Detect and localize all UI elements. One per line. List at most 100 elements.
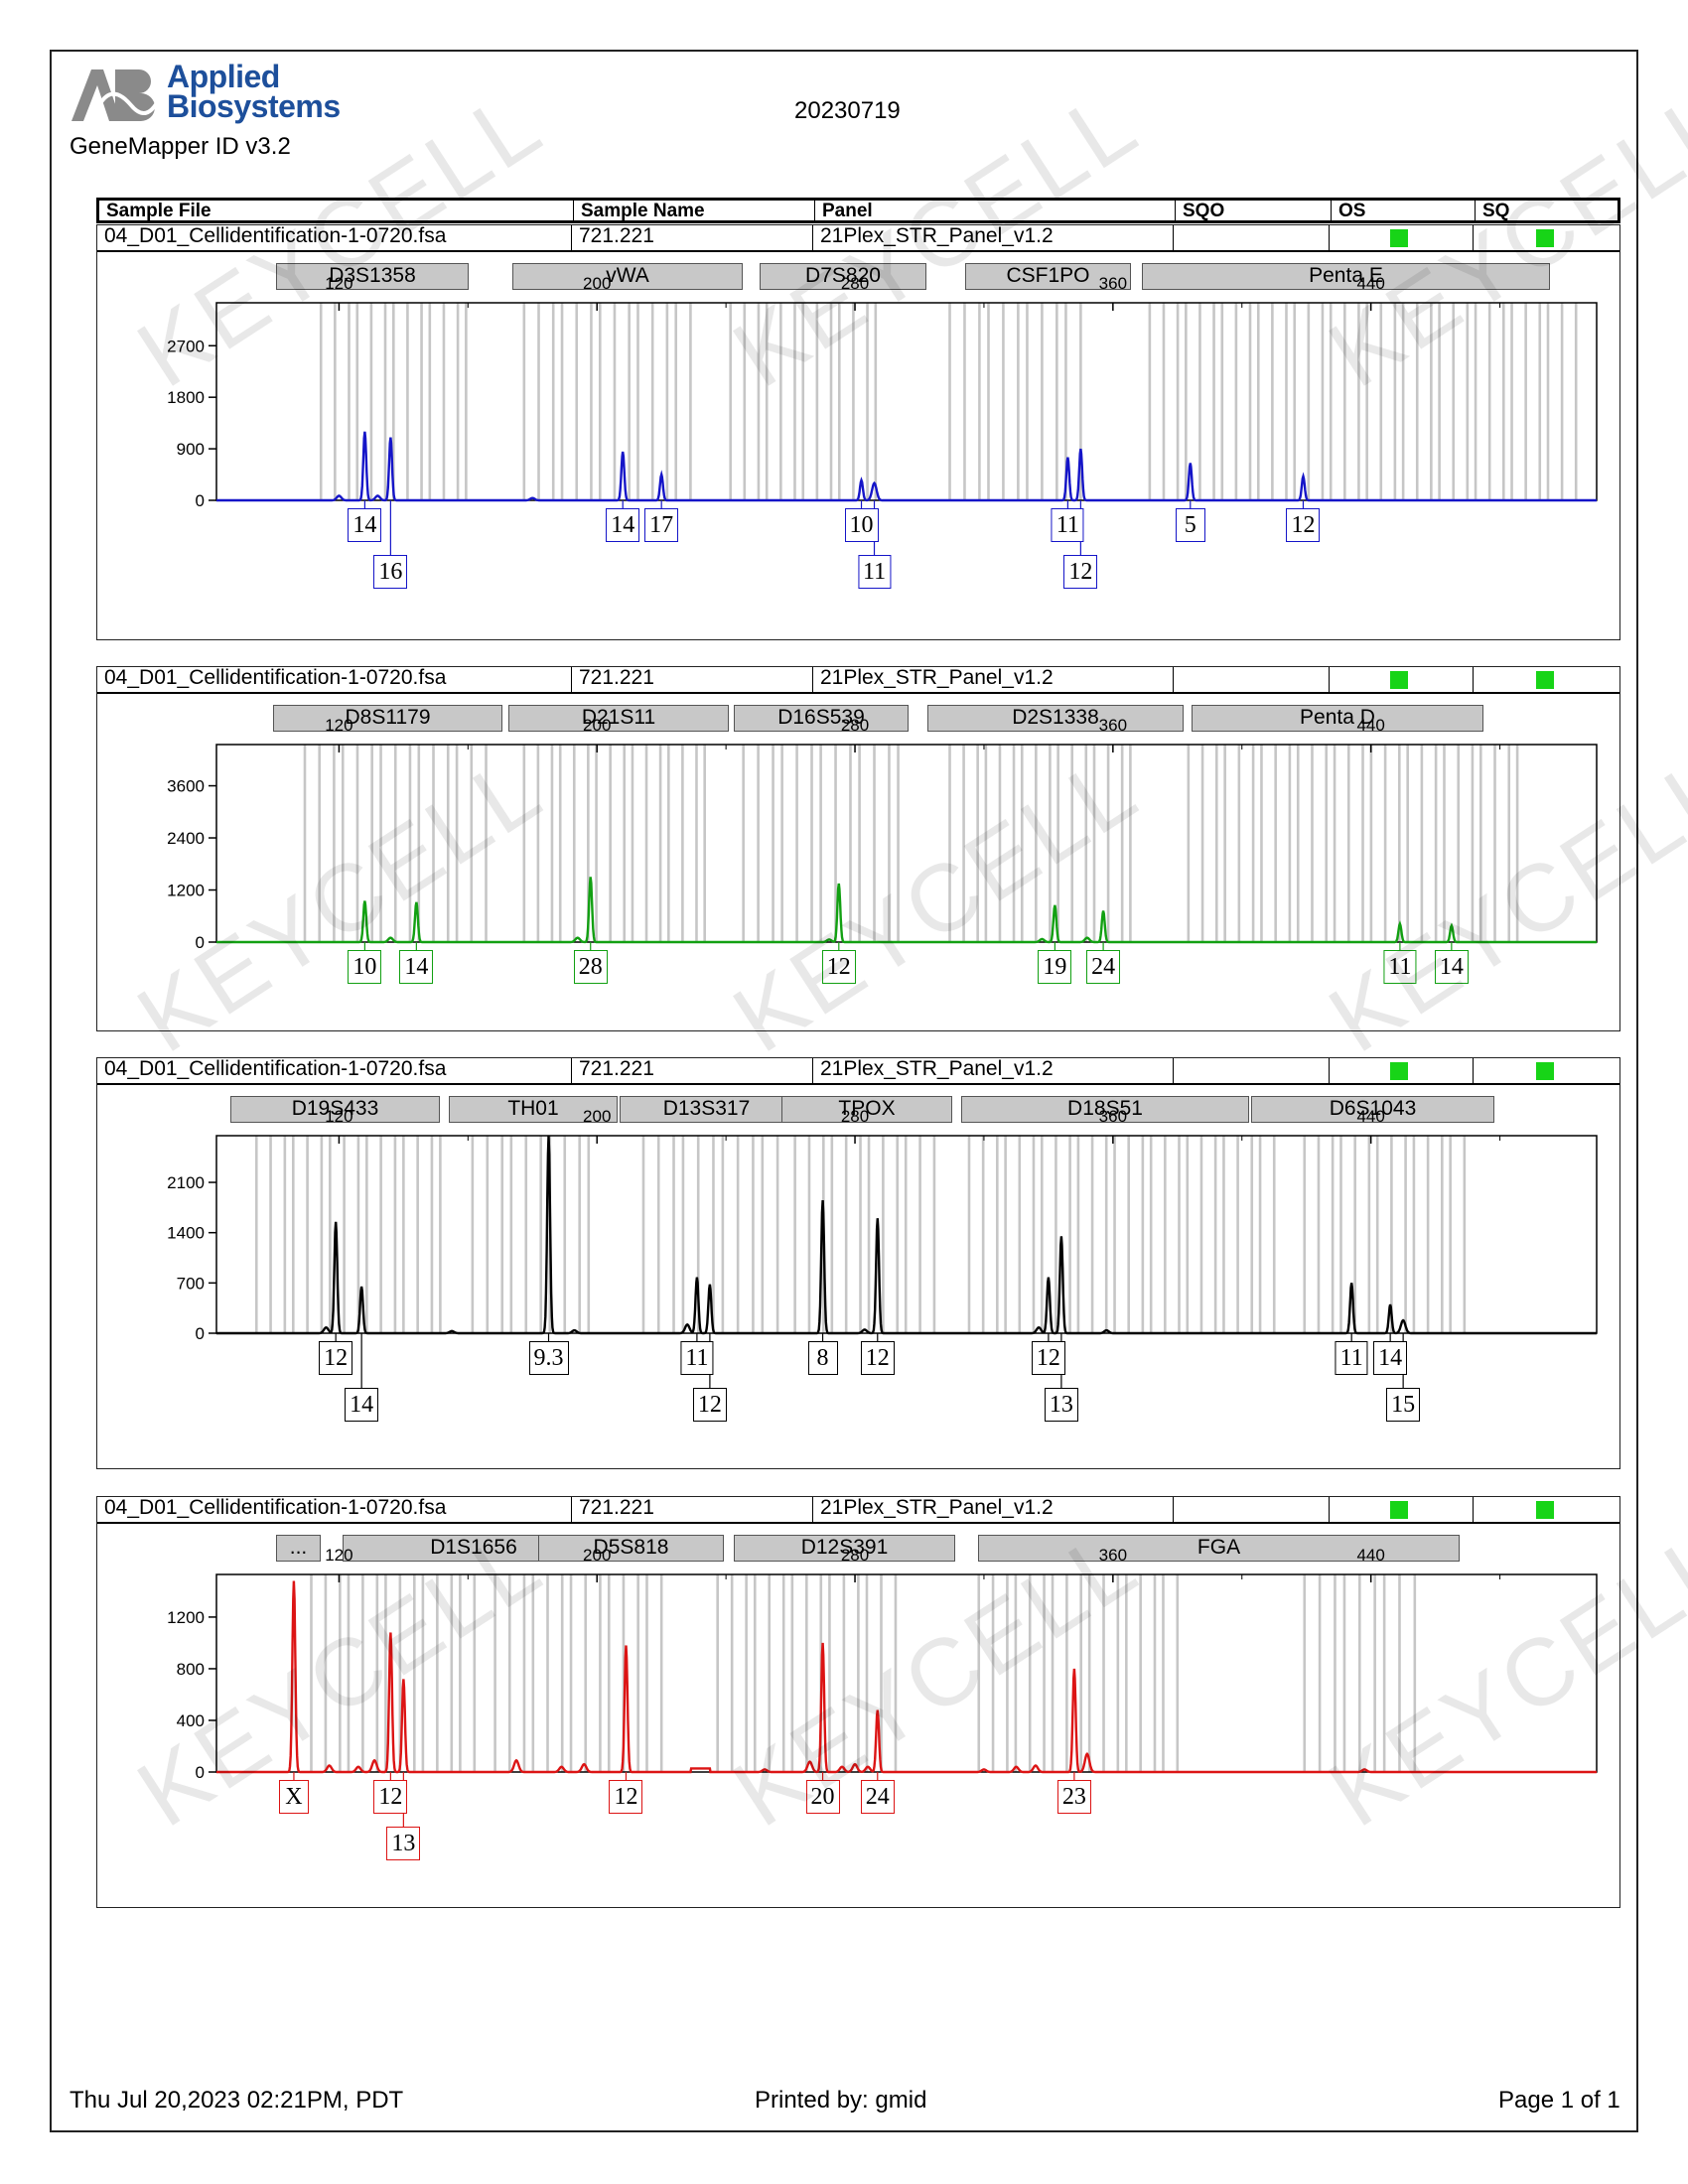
- status-pass-indicator: [1536, 1501, 1554, 1519]
- allele-call-label: 12: [373, 1780, 408, 1814]
- allele-call-label: 19: [1038, 950, 1072, 984]
- applied-biosystems-logo: [71, 69, 163, 121]
- sqo-cell: [1173, 1058, 1329, 1083]
- locus-d21s11[interactable]: D21S11: [508, 705, 729, 732]
- y-tick-label: 800: [177, 1660, 205, 1679]
- os-cell: [1329, 1058, 1473, 1083]
- allele-call-label: X: [278, 1780, 309, 1814]
- x-tick-label: 440: [1356, 716, 1385, 735]
- panel-panel: 21Plex_STR_Panel_v1.2: [812, 667, 1173, 692]
- panel-sample-name: 721.221: [571, 225, 812, 250]
- y-tick-label: 700: [177, 1274, 205, 1293]
- sqo-cell: [1173, 667, 1329, 692]
- panel-panel: 21Plex_STR_Panel_v1.2: [812, 225, 1173, 250]
- allele-call-label: 14: [348, 508, 382, 542]
- x-tick-label: 280: [840, 1107, 870, 1126]
- panel-sample-row: 04_D01_Cellidentification-1-0720.fsa 721.…: [97, 1058, 1619, 1085]
- x-tick-label: 280: [840, 274, 870, 293]
- allele-call-label: 10: [348, 950, 382, 984]
- panel-red: 04_D01_Cellidentification-1-0720.fsa 721.…: [96, 1496, 1620, 1908]
- locus-d6s1043[interactable]: D6S1043: [1251, 1096, 1494, 1123]
- locus-d16s539[interactable]: D16S539: [734, 705, 909, 732]
- x-tick-label: 200: [583, 1107, 612, 1126]
- panel-sample-name: 721.221: [571, 1058, 812, 1083]
- locus-[interactable]: ...: [276, 1535, 321, 1562]
- sqo-cell: [1173, 225, 1329, 250]
- y-tick-label: 400: [177, 1711, 205, 1730]
- panel-blue: 04_D01_Cellidentification-1-0720.fsa 721.…: [96, 224, 1620, 640]
- y-tick-label: 2700: [167, 337, 205, 355]
- status-pass-indicator: [1536, 671, 1554, 689]
- y-tick-label: 3600: [167, 777, 205, 796]
- x-tick-label: 120: [325, 1107, 353, 1126]
- x-tick-label: 200: [583, 1546, 612, 1565]
- locus-d3s1358[interactable]: D3S1358: [276, 263, 469, 290]
- locus-vwa[interactable]: vWA: [512, 263, 743, 290]
- status-pass-indicator: [1389, 1501, 1408, 1519]
- software-version: GeneMapper ID v3.2: [70, 133, 291, 160]
- locus-pentae[interactable]: Penta E: [1142, 263, 1550, 290]
- allele-call-label: 14: [345, 1388, 379, 1422]
- allele-call-label: 14: [606, 508, 640, 542]
- panel-sample-row: 04_D01_Cellidentification-1-0720.fsa 721.…: [97, 1497, 1619, 1524]
- header-sqo: SQO: [1175, 201, 1331, 221]
- y-tick-label: 2100: [167, 1173, 205, 1192]
- panel-sample-name: 721.221: [571, 1497, 812, 1522]
- locus-tpox[interactable]: TPOX: [781, 1096, 952, 1123]
- locus-d8s1179[interactable]: D8S1179: [273, 705, 502, 732]
- locus-fga[interactable]: FGA: [978, 1535, 1460, 1562]
- panel-black: 04_D01_Cellidentification-1-0720.fsa 721.…: [96, 1057, 1620, 1469]
- x-tick-label: 120: [325, 1546, 353, 1565]
- allele-call-label: 12: [860, 1341, 895, 1375]
- panel-sample-file: 04_D01_Cellidentification-1-0720.fsa: [104, 1057, 447, 1080]
- locus-d5s818[interactable]: D5S818: [538, 1535, 724, 1562]
- x-tick-label: 440: [1356, 1107, 1385, 1126]
- allele-call-label: 14: [399, 950, 434, 984]
- allele-call-label: 12: [692, 1388, 727, 1422]
- page-frame: [50, 50, 1638, 2132]
- y-tick-label: 0: [196, 491, 205, 510]
- panel-green: 04_D01_Cellidentification-1-0720.fsa 721.…: [96, 666, 1620, 1031]
- allele-call-label: 8: [807, 1341, 838, 1375]
- x-tick-label: 200: [583, 716, 612, 735]
- x-tick-label: 280: [840, 1546, 870, 1565]
- locus-d7s820[interactable]: D7S820: [760, 263, 926, 290]
- locus-th01[interactable]: TH01: [449, 1096, 618, 1123]
- locus-d18s51[interactable]: D18S51: [961, 1096, 1249, 1123]
- brand-line-1: Applied: [167, 59, 280, 94]
- status-pass-indicator: [1536, 229, 1554, 247]
- locus-d12s391[interactable]: D12S391: [734, 1535, 955, 1562]
- allele-call-label: 11: [1383, 950, 1417, 984]
- x-tick-label: 360: [1098, 716, 1128, 735]
- allele-call-label: 16: [373, 555, 408, 589]
- sq-cell: [1473, 667, 1621, 692]
- electropherogram-plot: 0 700 1400 2100: [167, 1135, 1598, 1388]
- x-tick-label: 440: [1356, 274, 1385, 293]
- allele-call-label: 15: [1386, 1388, 1421, 1422]
- y-tick-label: 1200: [167, 882, 205, 900]
- trace-line: [216, 1135, 1597, 1335]
- locus-d13s317[interactable]: D13S317: [620, 1096, 793, 1123]
- locus-csf1po[interactable]: CSF1PO: [965, 263, 1131, 290]
- locus-pentad[interactable]: Penta D: [1192, 705, 1483, 732]
- locus-d19s433[interactable]: D19S433: [230, 1096, 440, 1123]
- footer-page-number: Page 1 of 1: [1498, 2087, 1620, 2114]
- allele-call-label: 14: [1434, 950, 1469, 984]
- status-pass-indicator: [1389, 1062, 1408, 1080]
- allele-call-label: 13: [1044, 1388, 1078, 1422]
- allele-call-label: 12: [609, 1780, 643, 1814]
- panel-sample-file: 04_D01_Cellidentification-1-0720.fsa: [104, 666, 447, 689]
- sq-cell: [1473, 1497, 1621, 1522]
- y-tick-label: 0: [196, 1324, 205, 1343]
- allele-call-label: 12: [1286, 508, 1321, 542]
- header-sq: SQ: [1475, 201, 1623, 221]
- panel-panel: 21Plex_STR_Panel_v1.2: [812, 1497, 1173, 1522]
- x-tick-label: 120: [325, 716, 353, 735]
- allele-call-label: 24: [860, 1780, 895, 1814]
- x-tick-label: 280: [840, 716, 870, 735]
- locus-d2s1338[interactable]: D2S1338: [927, 705, 1184, 732]
- allele-call-label: 24: [1086, 950, 1121, 984]
- os-cell: [1329, 667, 1473, 692]
- y-tick-label: 1200: [167, 1608, 205, 1627]
- x-tick-label: 200: [583, 274, 612, 293]
